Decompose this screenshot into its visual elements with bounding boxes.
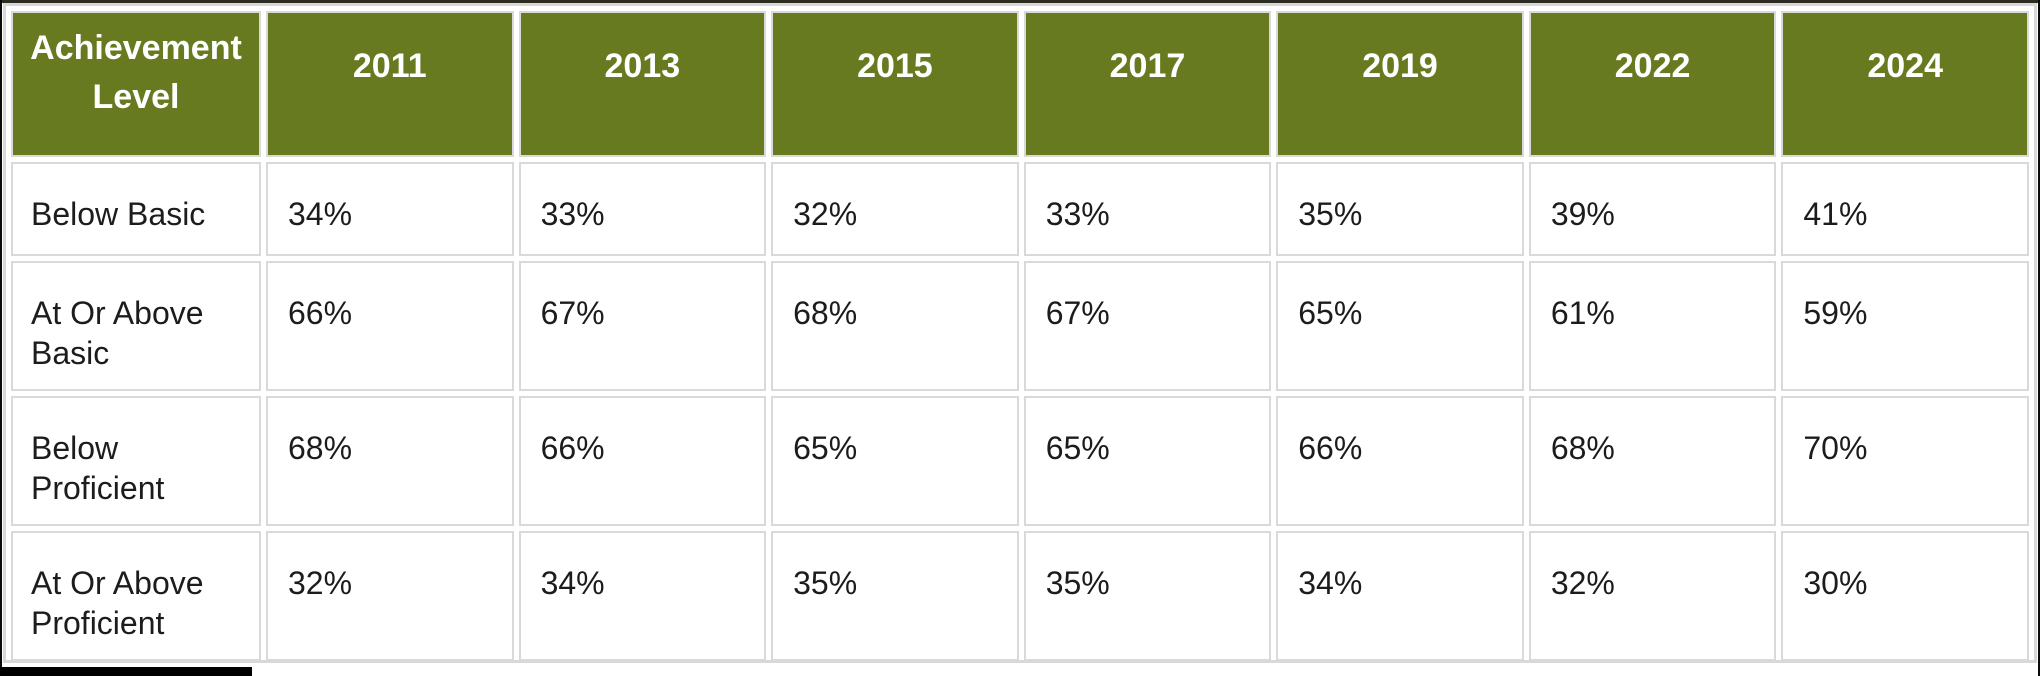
header-cell-year-2017: 2017 (1023, 11, 1272, 157)
value-cell: 33% (518, 162, 767, 256)
value-cell: 34% (518, 531, 767, 661)
table-row-below-proficient: Below Proficient 68% 66% 65% 65% 66% 68%… (11, 396, 2029, 526)
value-cell: 68% (266, 396, 514, 526)
value-cell: 66% (518, 396, 767, 526)
table-row-below-basic: Below Basic 34% 33% 32% 33% 35% 39% 41% (11, 162, 2029, 256)
value-cell: 66% (1276, 396, 1524, 526)
value-cell: 59% (1781, 261, 2029, 391)
header-cell-year-2013: 2013 (518, 11, 767, 157)
value-cell: 67% (1023, 261, 1272, 391)
row-label-cell: Below Proficient (11, 396, 261, 526)
value-cell: 32% (771, 162, 1019, 256)
header-cell-year-2019: 2019 (1276, 11, 1524, 157)
row-label-cell: At Or Above Proficient (11, 531, 261, 661)
value-cell: 68% (1528, 396, 1777, 526)
value-cell: 30% (1781, 531, 2029, 661)
value-cell: 65% (1276, 261, 1524, 391)
value-cell: 34% (266, 162, 514, 256)
table-row-at-or-above-basic: At Or Above Basic 66% 67% 68% 67% 65% 61… (11, 261, 2029, 391)
value-cell: 67% (518, 261, 767, 391)
value-cell: 65% (771, 396, 1019, 526)
row-label-cell: Below Basic (11, 162, 261, 256)
value-cell: 35% (1023, 531, 1272, 661)
value-cell: 66% (266, 261, 514, 391)
value-cell: 32% (1528, 531, 1777, 661)
value-cell: 33% (1023, 162, 1272, 256)
header-cell-year-2022: 2022 (1528, 11, 1777, 157)
achievement-level-table: Achievement Level 2011 2013 2015 2017 20… (6, 6, 2034, 666)
header-row: Achievement Level 2011 2013 2015 2017 20… (11, 11, 2029, 157)
left-edge-line (0, 0, 2, 676)
header-cell-year-2024: 2024 (1781, 11, 2029, 157)
bottom-left-black-bar (0, 667, 252, 676)
value-cell: 61% (1528, 261, 1777, 391)
header-cell-year-2011: 2011 (266, 11, 514, 157)
top-edge-line (0, 0, 2040, 3)
value-cell: 35% (771, 531, 1019, 661)
header-cell-achievement-level: Achievement Level (11, 11, 261, 157)
achievement-table-frame: Achievement Level 2011 2013 2015 2017 20… (3, 3, 2037, 663)
value-cell: 39% (1528, 162, 1777, 256)
row-label-cell: At Or Above Basic (11, 261, 261, 391)
header-cell-year-2015: 2015 (771, 11, 1019, 157)
value-cell: 32% (266, 531, 514, 661)
value-cell: 34% (1276, 531, 1524, 661)
value-cell: 65% (1023, 396, 1272, 526)
right-edge-line (2038, 0, 2040, 676)
value-cell: 68% (771, 261, 1019, 391)
value-cell: 35% (1276, 162, 1524, 256)
table-row-at-or-above-proficient: At Or Above Proficient 32% 34% 35% 35% 3… (11, 531, 2029, 661)
value-cell: 70% (1781, 396, 2029, 526)
value-cell: 41% (1781, 162, 2029, 256)
